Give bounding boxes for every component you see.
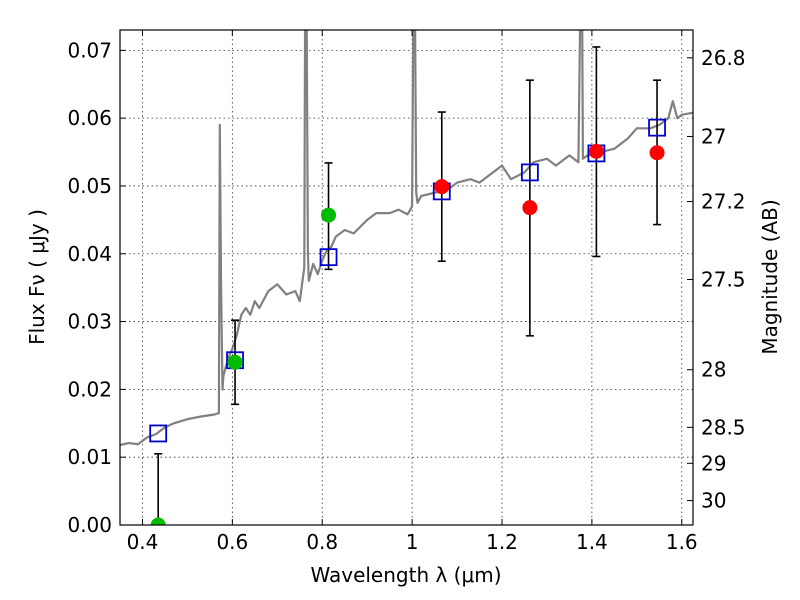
y-tick-label: 0.05 (67, 174, 112, 198)
y-tick-label: 0.03 (67, 310, 112, 334)
right-tick-label: 28.5 (701, 415, 746, 439)
x-tick-label: 1 (406, 530, 419, 554)
x-tick-label: 0.4 (127, 530, 159, 554)
model-sed-layer (120, 30, 693, 447)
model-sed-line (120, 30, 693, 447)
observed-point (522, 200, 538, 216)
tick-layer: 0.4 0.6 0.8 1 1.2 1.4 1.6 0.00 0.01 0.02 0.03 0.04 0… (67, 30, 746, 554)
model-photometry-point (648, 118, 666, 137)
grid (120, 30, 693, 526)
x-tick-label: 1.2 (486, 530, 518, 554)
x-tick-label: 0.6 (216, 530, 248, 554)
right-tick-label: 26.8 (701, 46, 746, 70)
right-tick-label: 27 (701, 124, 726, 148)
y-tick-label: 0.00 (67, 513, 112, 537)
marker-layer (149, 118, 666, 525)
right-tick-label: 27.2 (701, 190, 746, 214)
errorbar-layer (154, 46, 662, 525)
plot-frame (119, 29, 694, 526)
right-axis-title: Magnitude (AB) (758, 199, 782, 354)
x-axis-title: Wavelength λ (μm) (310, 563, 501, 587)
x-tick-label: 1.6 (666, 530, 698, 554)
right-tick-label: 30 (701, 489, 726, 513)
model-photometry-point (319, 248, 338, 267)
observed-point (150, 517, 166, 525)
y-tick-label: 0.07 (67, 38, 112, 62)
y-tick-label: 0.01 (67, 445, 112, 469)
y-tick-label: 0.02 (67, 377, 112, 401)
right-tick-label: 29 (701, 451, 726, 475)
observed-point (649, 145, 665, 161)
observed-point (588, 143, 604, 159)
right-tick-label: 28 (701, 358, 726, 382)
y-tick-label: 0.06 (67, 106, 112, 130)
y-tick-label: 0.04 (67, 242, 112, 266)
model-photometry-point (520, 163, 539, 182)
x-tick-label: 0.8 (306, 530, 338, 554)
observed-point (227, 354, 243, 370)
y-axis-title: Flux Fν ( μJy ) (25, 209, 49, 345)
model-photometry-point (149, 424, 168, 443)
right-tick-label: 27.5 (701, 268, 746, 292)
observed-point (321, 207, 337, 223)
observed-point (434, 179, 450, 195)
x-tick-label: 1.4 (576, 530, 608, 554)
